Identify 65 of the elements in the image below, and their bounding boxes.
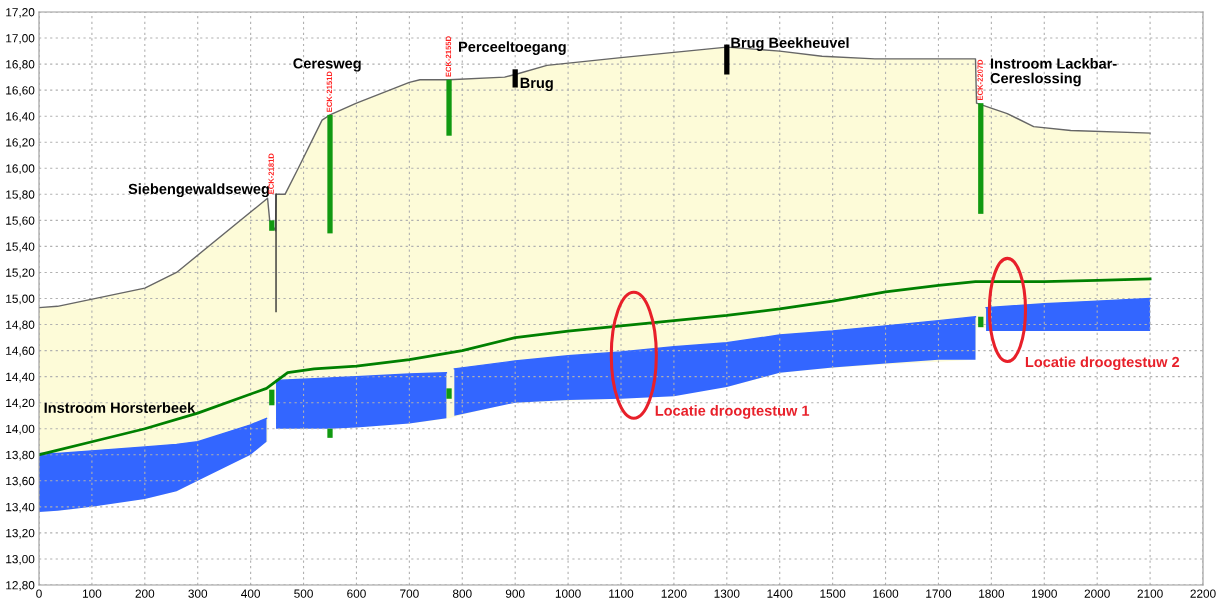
x-tick-label: 1600 — [873, 589, 899, 598]
x-tick-label: 300 — [188, 589, 208, 598]
bar — [327, 428, 333, 438]
x-tick-label: 1100 — [609, 589, 634, 598]
y-tick-label: 16,00 — [6, 164, 35, 175]
y-tick-label: 14,00 — [6, 424, 35, 435]
x-tick-label: 1800 — [979, 589, 1005, 598]
y-tick-label: 14,20 — [6, 398, 35, 409]
x-tick-label: 600 — [347, 589, 366, 598]
y-tick-label: 15,00 — [6, 294, 35, 305]
y-tick-label: 15,40 — [6, 242, 35, 253]
x-tick-label: 800 — [452, 589, 472, 598]
y-tick-label: 15,80 — [6, 190, 35, 201]
y-tick-label: 15,20 — [6, 268, 35, 279]
y-tick-label: 14,80 — [6, 320, 35, 331]
y-tick-label: 14,40 — [6, 372, 35, 383]
bar — [446, 388, 452, 399]
y-tick-label: 14,60 — [6, 346, 35, 357]
y-tick-label: 12,80 — [6, 581, 35, 591]
bar — [446, 79, 452, 136]
y-tick-label: 13,60 — [6, 476, 35, 487]
x-tick-label: 700 — [400, 589, 419, 598]
annotation: Ceresweg — [293, 58, 361, 72]
annotation: Brug Beekheuvel — [731, 37, 849, 51]
x-tick-label: 1200 — [661, 589, 687, 598]
bar — [269, 220, 275, 231]
y-tick-label: 13,20 — [6, 528, 35, 539]
annotation: Siebengewaldseweg — [128, 183, 269, 198]
annotation: Locatie droogtestuw 2 — [1025, 356, 1180, 371]
y-tick-label: 16,20 — [6, 138, 35, 149]
y-tick-label: 13,80 — [6, 450, 35, 461]
y-tick-label: 15,60 — [6, 216, 35, 227]
y-tick-label: 13,40 — [6, 502, 35, 513]
y-tick-label: 17,00 — [6, 34, 35, 44]
x-tick-label: 2100 — [1137, 589, 1163, 598]
x-tick-label: 900 — [505, 589, 525, 598]
bar — [327, 114, 333, 234]
x-tick-label: 1500 — [820, 589, 846, 598]
x-tick-label: 100 — [82, 589, 102, 598]
x-tick-label: 1000 — [555, 589, 581, 598]
x-tick-label: 400 — [241, 589, 261, 598]
y-tick-label: 16,40 — [6, 112, 35, 122]
x-tick-label: 1400 — [767, 589, 793, 598]
annotation: Brug — [520, 77, 553, 91]
bar — [269, 389, 275, 406]
x-tick-label: 1300 — [714, 589, 740, 598]
y-tick-label: 17,20 — [6, 8, 35, 18]
bar — [512, 69, 518, 88]
x-tick-label: 2000 — [1084, 589, 1110, 598]
annotation: Locatie droogtestuw 1 — [655, 405, 810, 419]
bar — [978, 103, 984, 214]
x-tick-label: 0 — [36, 589, 42, 598]
y-tick-label: 16,60 — [6, 86, 35, 96]
x-tick-label: 1900 — [1032, 589, 1057, 598]
y-tick-label: 13,00 — [6, 554, 35, 565]
x-tick-label: 2200 — [1190, 589, 1216, 598]
x-tick-label: 1700 — [926, 589, 952, 598]
bar — [978, 316, 984, 328]
y-tick-label: 16,80 — [6, 60, 35, 70]
x-tick-label: 500 — [294, 589, 313, 598]
x-tick-label: 200 — [135, 589, 155, 598]
bar — [724, 44, 730, 75]
annotation: Instroom Lackbar- Cereslossing — [990, 58, 1117, 87]
annotation: Perceeltoegang — [459, 41, 566, 55]
annotation: Instroom Horsterbeek — [44, 402, 196, 413]
